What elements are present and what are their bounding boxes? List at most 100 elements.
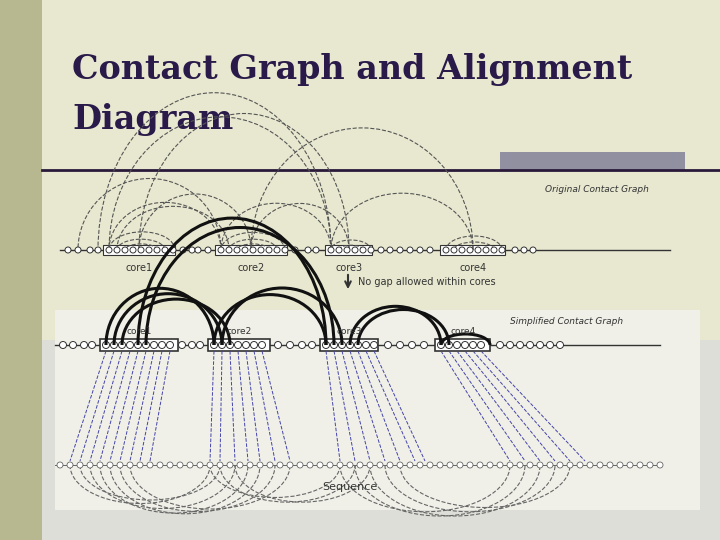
Circle shape — [360, 247, 366, 253]
Circle shape — [87, 247, 93, 253]
Bar — [100, 339, 178, 351]
Circle shape — [242, 247, 248, 253]
Circle shape — [138, 247, 144, 253]
Circle shape — [187, 462, 193, 468]
Circle shape — [97, 462, 103, 468]
Circle shape — [607, 462, 613, 468]
Circle shape — [368, 247, 374, 253]
Circle shape — [537, 462, 543, 468]
Circle shape — [227, 341, 233, 348]
Circle shape — [530, 247, 536, 253]
Circle shape — [274, 247, 280, 253]
Circle shape — [227, 462, 233, 468]
Circle shape — [137, 462, 143, 468]
Circle shape — [267, 462, 273, 468]
Circle shape — [274, 341, 282, 348]
Circle shape — [282, 247, 288, 253]
Circle shape — [547, 462, 553, 468]
Circle shape — [154, 247, 160, 253]
Circle shape — [587, 462, 593, 468]
Circle shape — [251, 341, 258, 348]
Circle shape — [95, 247, 101, 253]
Circle shape — [292, 247, 298, 253]
Circle shape — [384, 341, 392, 348]
Circle shape — [189, 341, 196, 348]
Circle shape — [362, 341, 369, 348]
Circle shape — [266, 247, 272, 253]
Circle shape — [114, 247, 120, 253]
Circle shape — [122, 247, 128, 253]
Circle shape — [130, 247, 136, 253]
Circle shape — [407, 247, 413, 253]
Circle shape — [218, 247, 224, 253]
Circle shape — [357, 462, 363, 468]
Circle shape — [352, 247, 358, 253]
Circle shape — [150, 341, 158, 348]
Circle shape — [467, 247, 473, 253]
Circle shape — [135, 341, 142, 348]
Circle shape — [258, 341, 266, 348]
Circle shape — [297, 462, 303, 468]
Circle shape — [577, 462, 583, 468]
Circle shape — [467, 462, 473, 468]
Circle shape — [521, 247, 527, 253]
Circle shape — [307, 462, 313, 468]
Circle shape — [637, 462, 643, 468]
Circle shape — [497, 341, 503, 348]
Bar — [500, 152, 685, 170]
Circle shape — [647, 462, 653, 468]
Circle shape — [417, 247, 423, 253]
Circle shape — [60, 341, 66, 348]
Circle shape — [367, 462, 373, 468]
Circle shape — [354, 341, 361, 348]
Circle shape — [527, 462, 533, 468]
Circle shape — [237, 462, 243, 468]
Circle shape — [477, 341, 485, 348]
Circle shape — [483, 247, 489, 253]
Circle shape — [179, 341, 186, 348]
Circle shape — [162, 247, 168, 253]
Text: Contact Graph and Alignment: Contact Graph and Alignment — [72, 53, 632, 86]
Circle shape — [328, 247, 334, 253]
Circle shape — [247, 462, 253, 468]
Circle shape — [512, 247, 518, 253]
Circle shape — [146, 247, 152, 253]
Bar — [215, 245, 287, 255]
Circle shape — [189, 247, 195, 253]
Text: core3: core3 — [336, 263, 363, 273]
Circle shape — [330, 341, 338, 348]
Circle shape — [546, 341, 554, 348]
Circle shape — [205, 247, 211, 253]
Text: Simplified Contact Graph: Simplified Contact Graph — [510, 318, 623, 327]
Circle shape — [235, 341, 241, 348]
Circle shape — [313, 247, 319, 253]
Text: core1: core1 — [125, 263, 153, 273]
Circle shape — [317, 462, 323, 468]
Circle shape — [377, 462, 383, 468]
Circle shape — [506, 341, 513, 348]
Circle shape — [617, 462, 623, 468]
Bar — [435, 339, 490, 351]
Circle shape — [75, 247, 81, 253]
Circle shape — [347, 462, 353, 468]
Circle shape — [106, 247, 112, 253]
Circle shape — [67, 462, 73, 468]
Text: core2: core2 — [238, 263, 265, 273]
Bar — [208, 339, 270, 351]
Circle shape — [217, 462, 223, 468]
Circle shape — [451, 247, 457, 253]
Circle shape — [517, 462, 523, 468]
Circle shape — [197, 462, 203, 468]
Circle shape — [87, 462, 93, 468]
Text: Diagram: Diagram — [72, 104, 233, 137]
Circle shape — [397, 247, 403, 253]
Circle shape — [337, 462, 343, 468]
Circle shape — [557, 462, 563, 468]
Circle shape — [250, 247, 256, 253]
Circle shape — [226, 247, 232, 253]
Circle shape — [526, 341, 534, 348]
Circle shape — [397, 341, 403, 348]
Bar — [325, 245, 372, 255]
Circle shape — [77, 462, 83, 468]
Circle shape — [491, 247, 497, 253]
